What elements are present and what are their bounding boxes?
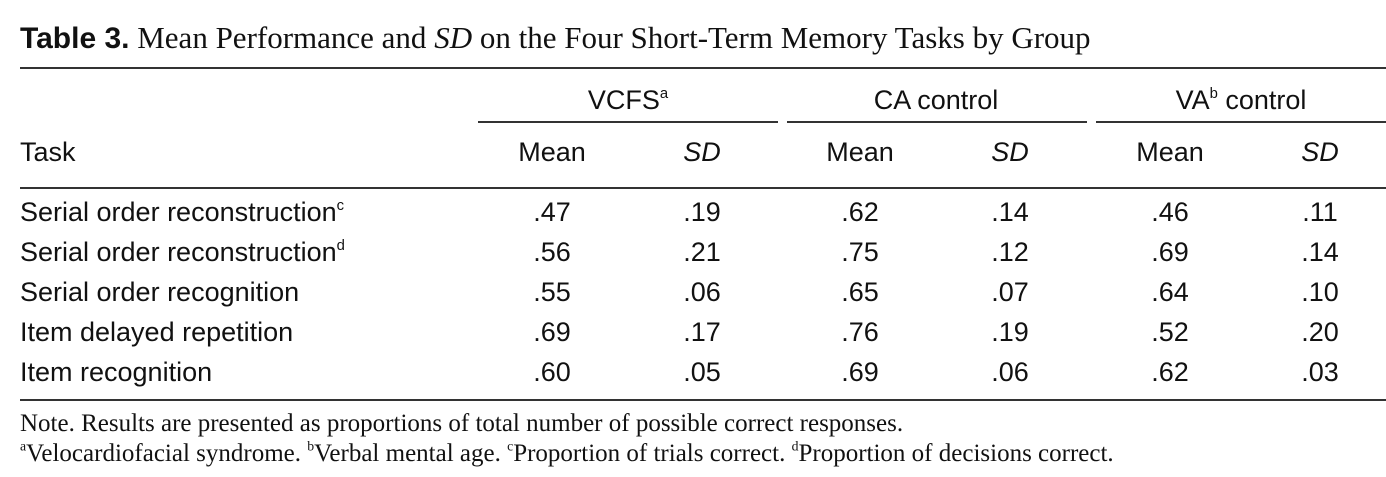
group-header-vcfs: VCFSa [587,85,669,115]
table-header: VCFSa CA control VAb control Task Mean S… [20,69,1386,181]
task-cell: Item recognition [20,357,213,387]
value-cell: .05 [683,357,721,387]
value-cell: .55 [533,277,571,307]
value-cell: .07 [991,277,1029,307]
column-header-mean: Mean [826,137,894,167]
caption-text-b: on the Four Short-Term Memory Tasks by G… [472,20,1091,55]
task-cell: Item delayed repetition [20,317,294,347]
column-header-row: Task Mean SD Mean SD Mean SD [20,121,1386,181]
column-header-sd: SD [991,137,1029,167]
header-rule [20,187,1386,189]
value-cell: .69 [841,357,879,387]
task-cell: Serial order recognition [20,277,300,307]
column-header-mean: Mean [518,137,586,167]
value-cell: .62 [841,197,879,227]
bottom-rule [20,399,1386,401]
value-cell: .46 [1151,197,1189,227]
column-header-task: Task [20,137,76,167]
task-cell: Serial order reconstructionc [20,197,345,227]
table-body: Serial order reconstructionc .47 .19 .62… [20,189,1386,393]
table-row: Serial order recognition .55 .06 .65 .07… [20,273,1386,313]
value-cell: .56 [533,237,571,267]
value-cell: .64 [1151,277,1189,307]
value-cell: .19 [683,197,721,227]
caption-text-a: Mean Performance and [129,20,435,55]
table-row: Item delayed repetition .69 .17 .76 .19 … [20,313,1386,353]
value-cell: .12 [991,237,1029,267]
value-cell: .10 [1301,277,1339,307]
value-cell: .17 [683,317,721,347]
value-cell: .65 [841,277,879,307]
table-row: Serial order reconstructionc .47 .19 .62… [20,193,1386,233]
value-cell: .69 [533,317,571,347]
value-cell: .20 [1301,317,1339,347]
table-caption: Table 3. Mean Performance and SD on the … [20,14,1386,63]
value-cell: .06 [991,357,1029,387]
caption-em: SD [434,20,473,55]
group-header-ca: CA control [873,85,999,115]
column-header-mean: Mean [1136,137,1204,167]
value-cell: .06 [683,277,721,307]
value-cell: .76 [841,317,879,347]
table-row: Item recognition .60 .05 .69 .06 .62 .03 [20,353,1386,393]
note-line-1: Note. Results are presented as proportio… [20,410,904,437]
value-cell: .75 [841,237,879,267]
value-cell: .47 [533,197,571,227]
caption-lead: Table 3. [20,22,130,55]
group-header-row: VCFSa CA control VAb control [20,69,1386,121]
value-cell: .62 [1151,357,1189,387]
value-cell: .14 [1301,237,1339,267]
value-cell: .03 [1301,357,1339,387]
group-rule-va [1096,121,1386,123]
column-header-sd: SD [683,137,721,167]
task-cell: Serial order reconstructiond [20,237,345,267]
value-cell: .19 [991,317,1029,347]
table-container: Table 3. Mean Performance and SD on the … [20,14,1386,469]
group-rule-ca [787,121,1087,123]
value-cell: .14 [991,197,1029,227]
group-rule-vcfs [478,121,778,123]
value-cell: .11 [1302,197,1338,227]
value-cell: .21 [683,237,721,267]
table-notes: Note. Results are presented as proportio… [20,409,1386,469]
value-cell: .60 [533,357,571,387]
value-cell: .69 [1151,237,1189,267]
column-header-sd: SD [1301,137,1339,167]
value-cell: .52 [1151,317,1189,347]
table-row: Serial order reconstructiond .56 .21 .75… [20,233,1386,273]
note-line-2: aVelocardiofacial syndrome. bVerbal ment… [20,438,1114,467]
top-rule [20,67,1386,69]
group-header-va: VAb control [1175,85,1307,115]
